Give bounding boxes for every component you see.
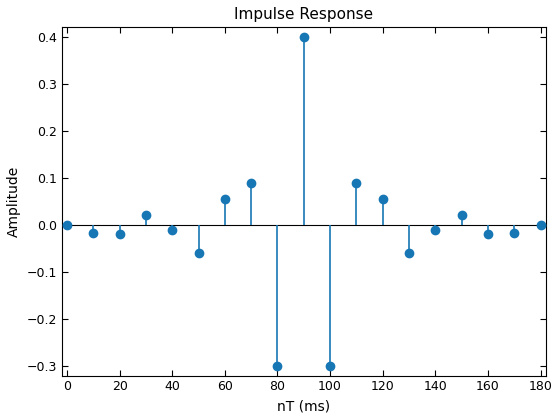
Y-axis label: Amplitude: Amplitude bbox=[7, 166, 21, 237]
Title: Impulse Response: Impulse Response bbox=[234, 7, 374, 22]
X-axis label: nT (ms): nT (ms) bbox=[277, 399, 330, 413]
